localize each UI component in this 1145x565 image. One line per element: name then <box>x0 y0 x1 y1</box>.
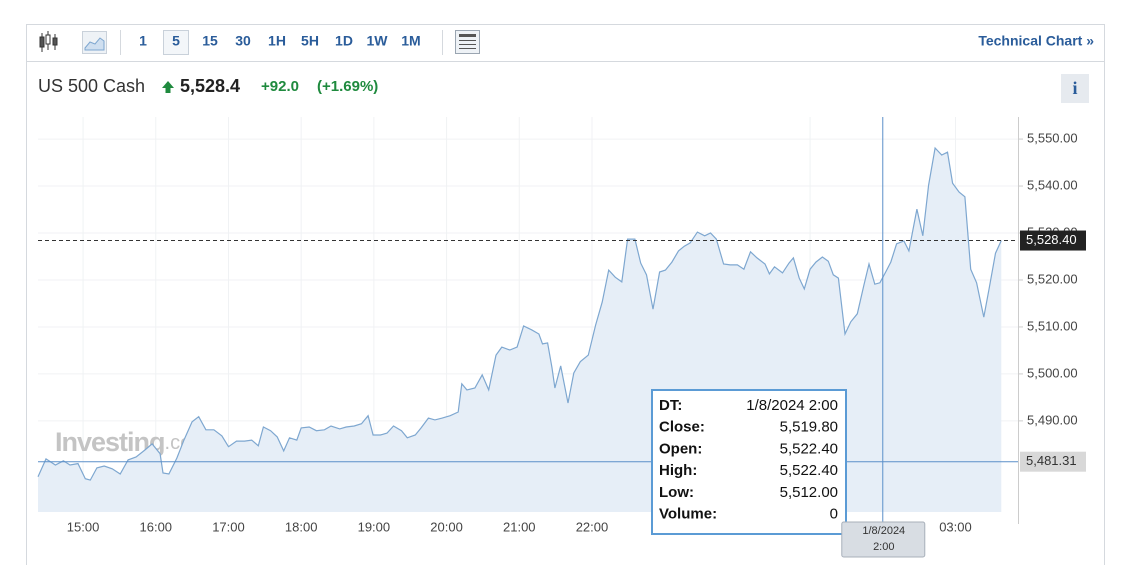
tooltip-key: Low: <box>659 484 694 501</box>
x-tick-label: 15:00 <box>67 519 100 534</box>
interval-button[interactable]: 1 <box>139 33 147 49</box>
interval-button[interactable]: 30 <box>235 33 251 49</box>
instrument-name: US 500 Cash <box>38 76 145 96</box>
x-tick-label: 03:00 <box>939 519 972 534</box>
last-price-badge <box>1020 230 1086 251</box>
interval-active[interactable] <box>163 30 189 55</box>
y-tick-label: 5,540.00 <box>1027 177 1078 192</box>
x-tick-label: 16:00 <box>140 519 173 534</box>
change: +92.0 <box>261 78 299 95</box>
interval-button[interactable]: 1H <box>268 33 286 49</box>
tooltip-key: DT: <box>659 397 682 414</box>
price: 5,528.4 <box>180 76 240 96</box>
tooltip-key: Close: <box>659 419 705 436</box>
change-pct: (+1.69%) <box>317 78 378 95</box>
x-tick-label: 22:00 <box>576 519 609 534</box>
tooltip-value: 5,512.00 <box>780 484 838 501</box>
crosshair-x-label: 1/8/2024 <box>862 525 905 537</box>
table-icon[interactable] <box>455 30 480 54</box>
tooltip-value: 0 <box>830 505 838 522</box>
tooltip <box>651 389 847 535</box>
tooltip-key: Open: <box>659 440 702 457</box>
y-tick-label: 5,510.00 <box>1027 318 1078 333</box>
info-button[interactable] <box>1061 74 1089 103</box>
crosshair-x-label: 2:00 <box>873 541 894 553</box>
y-tick-label: 5,520.00 <box>1027 271 1078 286</box>
plot: 15:00 16:00 17:00 18:00 19:00 20:00 21:00 22:00… <box>37 117 1086 558</box>
up-arrow <box>162 81 174 93</box>
tooltip-key: Volume: <box>659 505 717 522</box>
area-icon[interactable] <box>82 31 107 54</box>
y-tick-label: 5,490.00 <box>1027 412 1078 427</box>
interval-button[interactable]: 5H <box>301 33 319 49</box>
crosshair-y-label: 5,481.31 <box>1026 453 1077 468</box>
crosshair-y-badge <box>1020 451 1086 472</box>
last-price-label: 5,528.40 <box>1026 232 1077 247</box>
interval-button[interactable]: 15 <box>202 33 218 49</box>
x-tick-label: 17:00 <box>212 519 245 534</box>
x-tick-label: 19:00 <box>358 519 391 534</box>
tooltip-value: 1/8/2024 2:00 <box>746 397 838 414</box>
interval-button[interactable]: 5 <box>172 33 180 49</box>
x-tick-label: 18:00 <box>285 519 318 534</box>
x-tick-label: 20:00 <box>430 519 463 534</box>
tooltip-value: 5,522.40 <box>780 440 838 457</box>
tooltip-key: High: <box>659 462 697 479</box>
x-tick-label: 21:00 <box>503 519 536 534</box>
y-tick-label: 5,500.00 <box>1027 365 1078 380</box>
interval-button[interactable]: 1D <box>335 33 353 49</box>
interval-button[interactable]: 1W <box>367 33 389 49</box>
interval-button[interactable]: 1M <box>401 33 420 49</box>
price-line <box>37 146 1002 481</box>
info-icon[interactable]: i <box>1072 78 1077 98</box>
crosshair-x-badge <box>841 521 926 558</box>
tooltip-value: 5,522.40 <box>780 462 838 479</box>
technical-chart-link[interactable]: Technical Chart » <box>978 33 1094 49</box>
candle-icon[interactable] <box>39 31 58 52</box>
y-tick-label: 5,550.00 <box>1027 131 1078 146</box>
tooltip-value: 5,519.80 <box>780 419 838 436</box>
